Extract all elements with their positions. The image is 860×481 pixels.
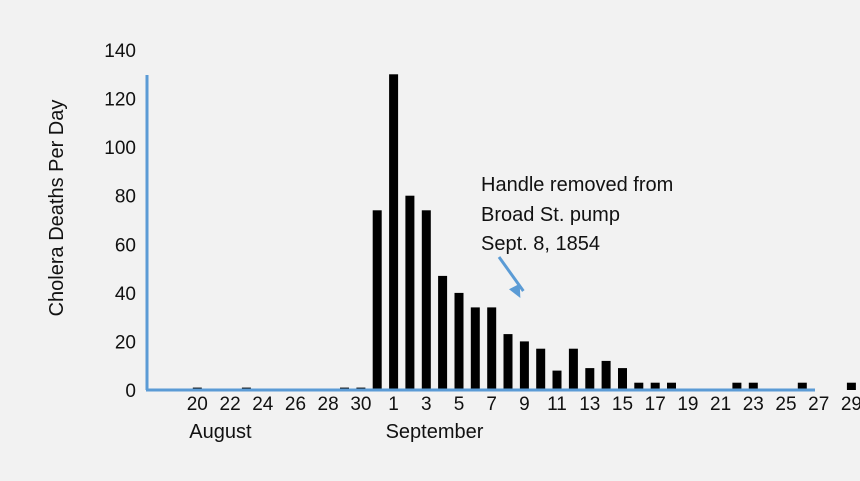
bar-sep-16 xyxy=(634,382,644,390)
annotation-line-3: Sept. 8, 1854 xyxy=(481,233,600,255)
x-tick-label: 23 xyxy=(743,394,764,415)
bar-sep-2 xyxy=(405,195,415,390)
month-label-august: August xyxy=(189,421,252,443)
bar-sep-23 xyxy=(748,382,758,390)
month-label-september: September xyxy=(386,421,484,443)
bar-sep-22 xyxy=(732,382,742,390)
x-tick-label: 21 xyxy=(710,394,731,415)
y-tick-20: 20 xyxy=(115,332,136,353)
bar-sep-9 xyxy=(519,341,529,390)
annotation-line-2: Broad St. pump xyxy=(481,204,620,226)
x-tick-label: 17 xyxy=(645,394,666,415)
arrow-head xyxy=(509,283,521,298)
y-tick-140: 140 xyxy=(104,41,136,62)
bar-sep-6 xyxy=(470,307,480,390)
bar-sep-4 xyxy=(438,275,448,390)
x-tick-label: 13 xyxy=(579,394,600,415)
x-tick-label: 11 xyxy=(547,394,567,415)
bar-sep-14 xyxy=(601,360,611,390)
y-tick-0: 0 xyxy=(125,381,136,402)
bar-sep-7 xyxy=(487,307,497,390)
annotation-line-1: Handle removed from xyxy=(481,174,673,196)
annotation-arrow xyxy=(497,256,525,298)
annotation: Handle removed from Broad St. pump Sept.… xyxy=(481,174,673,255)
x-tick-label: 22 xyxy=(220,394,241,415)
y-tick-80: 80 xyxy=(115,187,136,208)
x-tick-labels: 20 22 24 26 28 30 1 3 5 7 9 11 13 15 17 19 21 23 25 27 29 xyxy=(187,394,860,415)
y-tick-labels: 0 20 40 60 80 100 120 140 xyxy=(104,41,136,402)
bar-sep-13 xyxy=(585,368,595,390)
x-tick-label: 9 xyxy=(519,394,530,415)
bar-sep-5 xyxy=(454,292,464,390)
y-axis-title: Cholera Deaths Per Day xyxy=(46,100,68,317)
bars xyxy=(192,74,856,391)
bar-sep-29 xyxy=(846,382,856,390)
bar-sep-17 xyxy=(650,382,660,390)
x-tick-label: 20 xyxy=(187,394,208,415)
x-tick-label: 5 xyxy=(454,394,465,415)
bar-sep-12 xyxy=(568,348,578,390)
bar-sep-18 xyxy=(667,382,676,390)
x-tick-label: 27 xyxy=(808,394,829,415)
y-tick-40: 40 xyxy=(115,284,136,305)
bar-sep-10 xyxy=(536,348,546,390)
bar-sep-3 xyxy=(421,210,431,390)
bar-aug-31 xyxy=(372,210,382,390)
x-tick-label: 7 xyxy=(486,394,497,415)
x-tick-label: 19 xyxy=(677,394,698,415)
x-tick-label: 26 xyxy=(285,394,306,415)
y-tick-100: 100 xyxy=(104,138,136,159)
bar-sep-1 xyxy=(389,74,399,391)
x-tick-label: 15 xyxy=(612,394,633,415)
y-tick-60: 60 xyxy=(115,235,136,256)
x-tick-label: 28 xyxy=(318,394,339,415)
bar-sep-11 xyxy=(552,370,562,390)
x-tick-label: 25 xyxy=(775,394,796,415)
y-tick-120: 120 xyxy=(104,90,136,111)
bar-sep-15 xyxy=(618,368,627,390)
month-labels: August September xyxy=(189,421,483,443)
x-tick-label: 24 xyxy=(252,394,274,415)
bar-sep-8 xyxy=(503,334,513,390)
x-tick-label: 30 xyxy=(350,394,371,415)
bar-sep-26 xyxy=(797,382,807,390)
x-tick-label: 1 xyxy=(388,394,399,415)
x-tick-label: 3 xyxy=(421,394,432,415)
x-tick-label: 29 xyxy=(841,394,860,415)
